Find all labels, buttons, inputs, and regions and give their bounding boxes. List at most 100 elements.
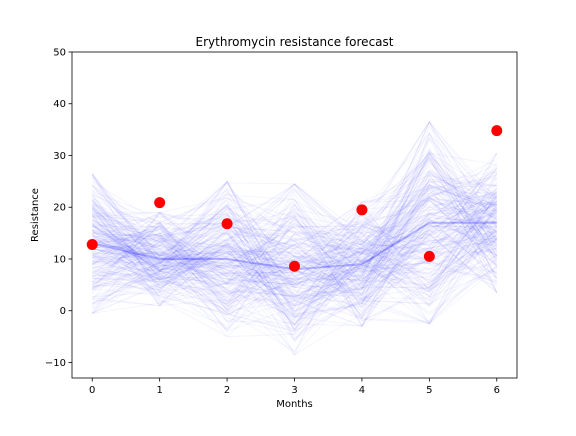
forecast-trajectory — [91, 165, 498, 271]
forecast-trajectory — [91, 183, 498, 271]
forecast-trajectory — [91, 178, 498, 312]
forecast-trajectory — [92, 136, 498, 296]
forecast-trajectory — [91, 192, 498, 317]
forecast-trajectory — [92, 219, 497, 295]
forecast-trajectory — [92, 198, 497, 328]
forecast-trajectory — [91, 180, 498, 291]
forecast-trajectories — [91, 120, 498, 356]
forecast-trajectory — [91, 207, 497, 299]
forecast-trajectory — [92, 149, 498, 310]
forecast-trajectory — [92, 189, 498, 283]
forecast-trajectory — [91, 234, 497, 297]
forecast-trajectory — [92, 153, 498, 317]
forecast-trajectory — [91, 212, 497, 313]
forecast-trajectory — [92, 187, 497, 286]
forecast-trajectory — [92, 188, 498, 326]
forecast-trajectory — [91, 131, 498, 299]
x-tick-label: 6 — [494, 385, 500, 396]
x-tick-label: 5 — [426, 385, 432, 396]
forecast-trajectory — [92, 131, 498, 318]
forecast-trajectory — [92, 189, 498, 317]
y-tick-label: 10 — [53, 254, 66, 265]
forecast-trajectory — [92, 218, 498, 306]
forecast-trajectory — [92, 198, 498, 322]
forecast-trajectory — [91, 196, 498, 285]
forecast-trajectory — [91, 192, 498, 317]
forecast-trajectory — [91, 171, 497, 326]
forecast-trajectory — [91, 173, 498, 340]
forecast-trajectory — [92, 217, 498, 333]
forecast-trajectory — [92, 170, 498, 307]
forecast-trajectory — [91, 183, 497, 314]
forecast-trajectory — [92, 195, 498, 312]
forecast-trajectory — [91, 184, 498, 275]
forecast-trajectory — [91, 147, 498, 307]
forecast-trajectory — [91, 192, 497, 310]
forecast-trajectory — [91, 201, 497, 257]
forecast-trajectory — [92, 169, 498, 311]
forecast-trajectory — [91, 138, 498, 307]
observed-point — [86, 238, 98, 250]
forecast-trajectory — [92, 176, 497, 298]
forecast-trajectory — [91, 226, 497, 319]
forecast-trajectory — [92, 133, 498, 275]
forecast-trajectory — [91, 230, 497, 286]
forecast-trajectory — [91, 207, 497, 317]
forecast-trajectory — [91, 213, 497, 327]
forecast-trajectory — [91, 216, 498, 278]
forecast-trajectory — [92, 196, 498, 281]
forecast-trajectory — [92, 167, 498, 302]
forecast-trajectory — [92, 120, 498, 307]
forecast-trajectory — [91, 170, 497, 305]
observed-points — [86, 125, 503, 272]
forecast-trajectory — [92, 149, 498, 313]
observed-point — [423, 250, 435, 262]
observed-point — [154, 197, 166, 209]
forecast-trajectory — [92, 184, 497, 319]
forecast-trajectory — [91, 173, 497, 338]
forecast-trajectory — [92, 223, 498, 312]
forecast-trajectory — [91, 172, 498, 305]
forecast-trajectory — [91, 203, 497, 297]
forecast-trajectory — [91, 213, 497, 322]
forecast-trajectory — [91, 198, 497, 321]
forecast-trajectory — [92, 196, 498, 289]
forecast-trajectory — [92, 209, 498, 306]
forecast-trajectory — [92, 215, 498, 295]
forecast-trajectory — [91, 195, 497, 286]
forecast-trajectory — [91, 193, 497, 286]
forecast-trajectory — [91, 187, 498, 281]
forecast-trajectory — [91, 220, 498, 308]
forecast-trajectory — [92, 188, 498, 294]
forecast-trajectory — [91, 173, 498, 289]
observed-point — [289, 260, 300, 272]
forecast-trajectory — [91, 158, 498, 314]
forecast-trajectory — [92, 120, 498, 291]
forecast-trajectory — [92, 213, 498, 313]
forecast-trajectory — [92, 200, 498, 259]
forecast-trajectory — [91, 224, 498, 298]
forecast-trajectory — [92, 197, 497, 284]
forecast-trajectory — [92, 184, 497, 283]
forecast-trajectory — [92, 230, 498, 327]
forecast-trajectory — [91, 184, 497, 273]
forecast-trajectory — [92, 189, 498, 284]
forecast-trajectory — [92, 171, 498, 297]
forecast-trajectory — [91, 172, 498, 327]
y-tick-label: 20 — [53, 203, 66, 214]
forecast-trajectory — [92, 191, 498, 334]
forecast-trajectory — [92, 186, 498, 262]
forecast-trajectory — [91, 178, 498, 286]
forecast-trajectory — [92, 212, 497, 342]
y-tick-label: −10 — [45, 358, 66, 369]
forecast-trajectory — [92, 193, 498, 289]
forecast-trajectory — [92, 201, 498, 289]
forecast-trajectory — [92, 192, 497, 250]
forecast-trajectory — [92, 220, 497, 275]
forecast-trajectory — [92, 182, 498, 301]
forecast-trajectory — [91, 121, 498, 290]
forecast-trajectory — [91, 199, 498, 332]
forecast-trajectory — [92, 180, 498, 316]
forecast-trajectory — [91, 203, 498, 277]
forecast-trajectory — [91, 195, 497, 309]
